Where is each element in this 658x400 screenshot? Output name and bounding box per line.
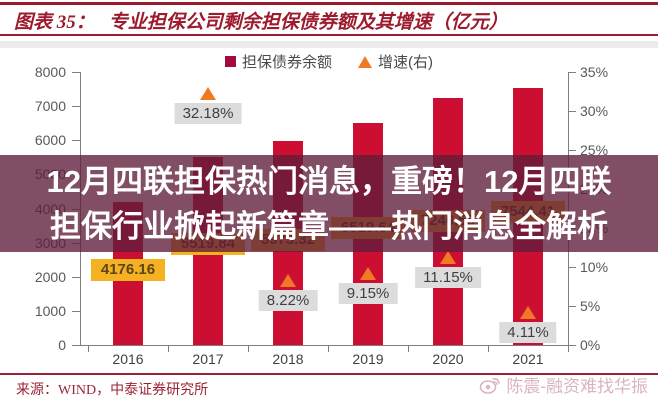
footer-rule [0,373,658,375]
legend-label-growth: 增速(右) [378,54,433,71]
growth-value-label: 4.11% [499,321,557,343]
left-axis-tick [72,276,80,278]
growth-value-label: 9.15% [338,282,398,304]
growth-triangle-marker [200,86,216,100]
triangle-marker-icon [358,55,372,68]
left-axis-tick [72,72,80,73]
growth-triangle-marker [280,273,296,287]
left-axis-tick [72,106,80,108]
legend-label-bonds: 担保债券余额 [241,54,332,71]
x-axis-label: 2017 [192,351,224,367]
figure-number-label: 图表 35： [14,12,95,33]
watermark: 陈震-融资难找华振 [479,372,648,397]
x-axis-label: 2020 [432,351,464,367]
chart-title: 图表 35： 专业担保公司剩余担保债券额及其增速（亿元） [14,7,508,34]
right-axis-tick [568,345,576,346]
watermark-text: 陈震-融资难找华振 [506,377,648,396]
left-axis-label: 0 [58,337,66,353]
weibo-logo-icon [480,377,501,394]
banner-text-line1: 12月四联担保热门消息，重磅！12月四联 [46,163,612,199]
x-axis-label: 2016 [112,351,144,367]
left-axis-tick [72,310,80,312]
left-axis-label: 8000 [34,64,66,80]
x-axis-tick [168,345,169,352]
left-axis-label: 6000 [34,132,66,149]
right-axis-label: 35% [580,64,609,80]
right-axis-tick [568,306,576,307]
x-axis-tick [408,345,409,352]
title-underline [0,34,658,36]
growth-triangle-marker [520,305,536,319]
x-axis-line [80,345,569,346]
left-axis-label: 2000 [34,268,66,285]
x-axis-tick [568,345,569,352]
top-rule [0,2,658,5]
overlay-news-banner: 12月四联担保热门消息，重磅！12月四联 担保行业掀起新篇章——热门消息全解析 [0,155,658,252]
x-axis-label: 2019 [352,351,384,367]
right-axis-label: 30% [580,103,609,119]
left-axis-label: 1000 [34,302,66,319]
right-axis-label: 25% [580,142,609,158]
source-attribution: 来源：WIND，中泰证券研究所 [16,383,209,398]
right-axis-label: 0% [580,337,601,353]
x-axis-tick [88,345,89,352]
growth-value-label: 8.22% [258,289,318,311]
left-axis-tick [72,345,80,346]
chart-legend: 担保债券余额 增速(右) [0,51,658,72]
growth-value-label: 32.18% [174,102,242,124]
growth-triangle-marker [440,251,456,265]
right-axis-tick [568,111,576,112]
x-axis-label: 2018 [272,351,304,367]
left-axis-label: 7000 [34,98,66,115]
growth-triangle-marker [360,266,376,280]
growth-value-label: 11.15% [415,267,481,289]
legend-item-bonds: 担保债券余额 [224,51,332,72]
right-axis-tick [568,267,576,268]
x-axis-tick [488,345,489,352]
bar-series-swatch-icon [224,56,236,67]
left-axis-tick [72,140,80,142]
right-axis-tick [568,150,576,151]
x-axis-label: 2021 [512,351,544,367]
x-axis-tick [248,345,249,352]
x-axis-tick [328,345,329,352]
legend-item-growth: 增速(右) [358,51,433,72]
right-axis-tick [568,72,576,73]
figure-title-text: 专业担保公司剩余担保债券额及其增速（亿元） [108,12,508,33]
divider-band [0,41,658,48]
bar-value-label: 4176.16 [91,259,165,281]
banner-text-line2: 担保行业掀起新篇章——热门消息全解析 [50,208,608,244]
right-axis-label: 10% [580,259,609,275]
right-axis-label: 5% [580,298,601,314]
